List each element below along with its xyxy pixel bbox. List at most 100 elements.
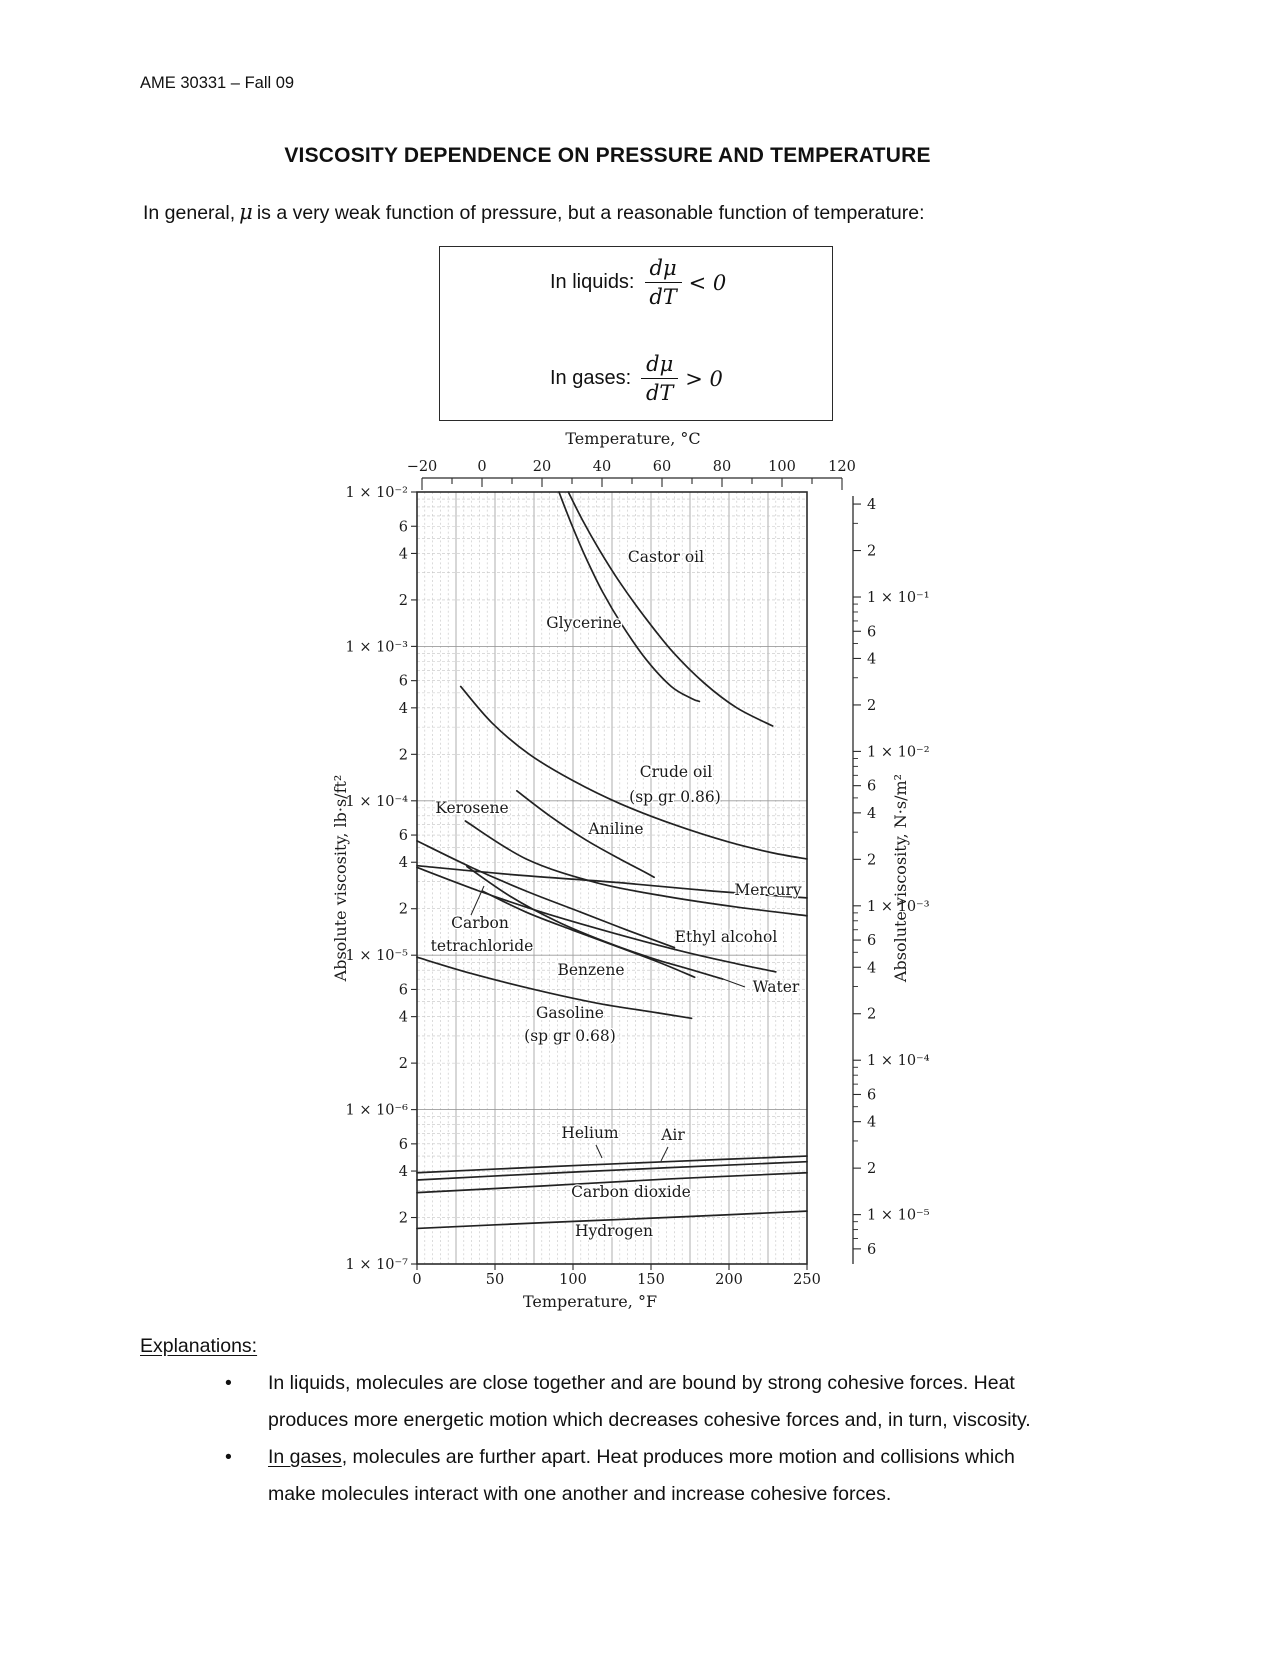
left-axis-tick-label: 1 × 10⁻² xyxy=(345,485,408,501)
left-axis-tick-label: 4 xyxy=(399,1164,408,1180)
course-header: AME 30331 – Fall 09 xyxy=(140,74,295,92)
equation-liquids: In liquids: dμ dT < 0 xyxy=(550,255,726,311)
intro-text-before: In general, xyxy=(143,202,236,224)
top-axis-celsius xyxy=(421,477,843,490)
bullet-gases-rest: , molecules are further apart. Heat prod… xyxy=(268,1446,1015,1505)
left-axis-tick-label: 2 xyxy=(399,593,408,609)
left-axis-tick-label: 1 × 10⁻⁷ xyxy=(345,1257,408,1273)
curve-label-carbon-dioxide: Carbon dioxide xyxy=(571,1183,691,1201)
bullet-gases-lead: In gases xyxy=(268,1446,342,1468)
bottom-axis-tick-label: 50 xyxy=(486,1272,504,1288)
right-axis-tick-label: 2 xyxy=(867,1161,876,1177)
top-axis-tick-label: 120 xyxy=(828,459,856,475)
page-title: VISCOSITY DEPENDENCE ON PRESSURE AND TEM… xyxy=(284,144,931,167)
left-axis-tick-label: 2 xyxy=(399,1056,408,1072)
left-axis-tick-label: 2 xyxy=(399,747,408,763)
curve-label-kerosene: Kerosene xyxy=(435,799,508,817)
left-axis-tick-label: 4 xyxy=(399,701,408,717)
left-axis-tick-label: 6 xyxy=(399,828,408,844)
bottom-axis-fahrenheit xyxy=(416,1264,808,1270)
left-axis-tick-label: 1 × 10⁻⁶ xyxy=(345,1103,408,1119)
left-axis-tick-label: 2 xyxy=(399,902,408,918)
right-axis-tick-label: 4 xyxy=(867,497,876,513)
fraction-denominator: dT xyxy=(645,381,674,406)
equation-box: In liquids: dμ dT < 0 In gases: dμ dT > … xyxy=(439,246,833,421)
bottom-axis-tick-label: 0 xyxy=(412,1272,421,1288)
right-axis-tick-label: 1 × 10⁻⁴ xyxy=(867,1053,930,1069)
bullet-icon: • xyxy=(225,1446,232,1468)
plot-grid xyxy=(417,492,807,1264)
bottom-axis-tick-label: 200 xyxy=(715,1272,743,1288)
top-axis-tick-label: −20 xyxy=(407,459,438,475)
left-axis-title: Absolute viscosity, lb·s/ft² xyxy=(331,775,350,983)
bullet-liquids-text: In liquids, molecules are close together… xyxy=(268,1372,1031,1431)
intro-text-after: is a very weak function of pressure, but… xyxy=(256,202,925,224)
right-axis-tick-label: 4 xyxy=(867,651,876,667)
curve-castor-oil xyxy=(567,491,774,727)
mu-symbol: μ xyxy=(239,200,253,224)
left-axis-tick-label: 2 xyxy=(399,1211,408,1227)
curve-label-aniline: Aniline xyxy=(587,820,643,838)
curve-crude-oil-sp-gr-0-86 xyxy=(459,685,808,860)
right-axis-tick-label: 6 xyxy=(867,933,876,949)
left-axis-tick-label: 1 × 10⁻⁴ xyxy=(345,794,408,810)
bottom-axis-tick-label: 100 xyxy=(559,1272,587,1288)
left-axis-tick-label: 4 xyxy=(399,546,408,562)
curve-aniline xyxy=(515,789,655,879)
bottom-axis-tick-label: 150 xyxy=(637,1272,665,1288)
bottom-axis-title: Temperature, °F xyxy=(523,1292,657,1311)
top-axis-tick-label: 40 xyxy=(593,459,611,475)
right-axis-tick-label: 2 xyxy=(867,544,876,560)
leader-water xyxy=(722,978,746,988)
curve-label-air: Air xyxy=(660,1126,685,1144)
curve-glycerine xyxy=(558,491,701,703)
curve-carbon-tetrachloride xyxy=(416,866,777,973)
equation-liquids-relation: < 0 xyxy=(688,270,727,295)
explanations-heading: Explanations: xyxy=(140,1335,258,1357)
curve-label-crude-oil-sp-gr-0-86: (sp gr 0.86) xyxy=(629,788,721,806)
curve-label-helium: Helium xyxy=(561,1124,619,1142)
left-axis xyxy=(411,491,417,1265)
curve-helium xyxy=(416,1155,808,1174)
right-axis-tick-label: 6 xyxy=(867,624,876,640)
left-axis-tick-label: 6 xyxy=(399,519,408,535)
leader-air xyxy=(660,1146,669,1162)
right-axis-tick-label: 2 xyxy=(867,852,876,868)
left-axis-tick-label: 6 xyxy=(399,1137,408,1153)
curve-label-glycerine: Glycerine xyxy=(546,614,621,632)
right-axis-tick-label: 6 xyxy=(867,779,876,795)
right-axis-tick-label: 1 × 10⁻¹ xyxy=(867,590,930,606)
top-axis-tick-label: 60 xyxy=(653,459,671,475)
plot-border xyxy=(416,491,808,1265)
top-axis-tick-label: 100 xyxy=(768,459,796,475)
curve-kerosene xyxy=(464,820,808,917)
explanations-section: Explanations: • In liquids, molecules ar… xyxy=(140,1328,1085,1513)
equation-liquids-label: In liquids: xyxy=(550,271,635,294)
left-axis-tick-label: 1 × 10⁻⁵ xyxy=(345,948,408,964)
left-axis-tick-label: 1 × 10⁻³ xyxy=(345,639,408,655)
explanation-bullet-gases: • In gases, molecules are further apart.… xyxy=(140,1439,1085,1513)
curve-label-crude-oil-sp-gr-0-86: Crude oil xyxy=(640,763,713,781)
right-axis-tick-label: 1 × 10⁻² xyxy=(867,744,930,760)
left-axis-tick-label: 4 xyxy=(399,1010,408,1026)
curve-label-carbon-tetrachloride: Carbon xyxy=(451,914,509,932)
curve-water xyxy=(466,865,724,980)
right-axis xyxy=(852,496,861,1264)
curve-label-gasoline-sp-gr-0-68: Gasoline xyxy=(536,1004,604,1022)
right-axis-tick-label: 2 xyxy=(867,1007,876,1023)
equation-gases-label: In gases: xyxy=(550,367,632,390)
curve-label-gasoline-sp-gr-0-68: (sp gr 0.68) xyxy=(524,1027,616,1045)
derivative-fraction: dμ dT xyxy=(644,255,682,311)
equation-gases: In gases: dμ dT > 0 xyxy=(550,351,723,407)
right-axis-tick-label: 4 xyxy=(867,960,876,976)
fraction-numerator: dμ xyxy=(641,351,679,380)
leader-helium xyxy=(595,1144,603,1159)
right-axis-tick-label: 6 xyxy=(867,1087,876,1103)
top-axis-tick-label: 80 xyxy=(713,459,731,475)
right-axis-tick-label: 2 xyxy=(867,698,876,714)
curve-label-ethyl-alcohol: Ethyl alcohol xyxy=(675,928,778,946)
bottom-axis-tick-label: 250 xyxy=(793,1272,821,1288)
right-axis-tick-label: 4 xyxy=(867,1115,876,1131)
